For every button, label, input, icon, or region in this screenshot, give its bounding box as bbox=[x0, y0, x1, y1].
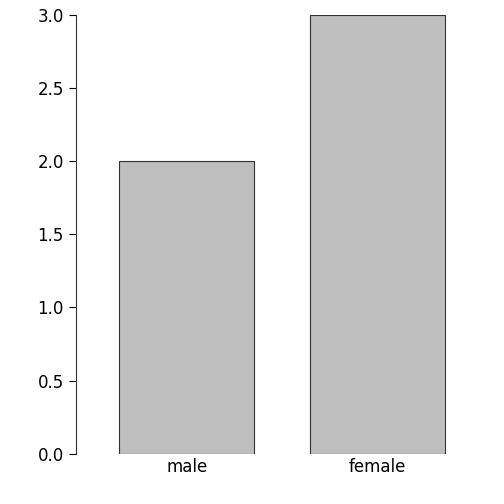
Bar bbox=[119, 161, 255, 454]
Bar bbox=[310, 15, 445, 454]
